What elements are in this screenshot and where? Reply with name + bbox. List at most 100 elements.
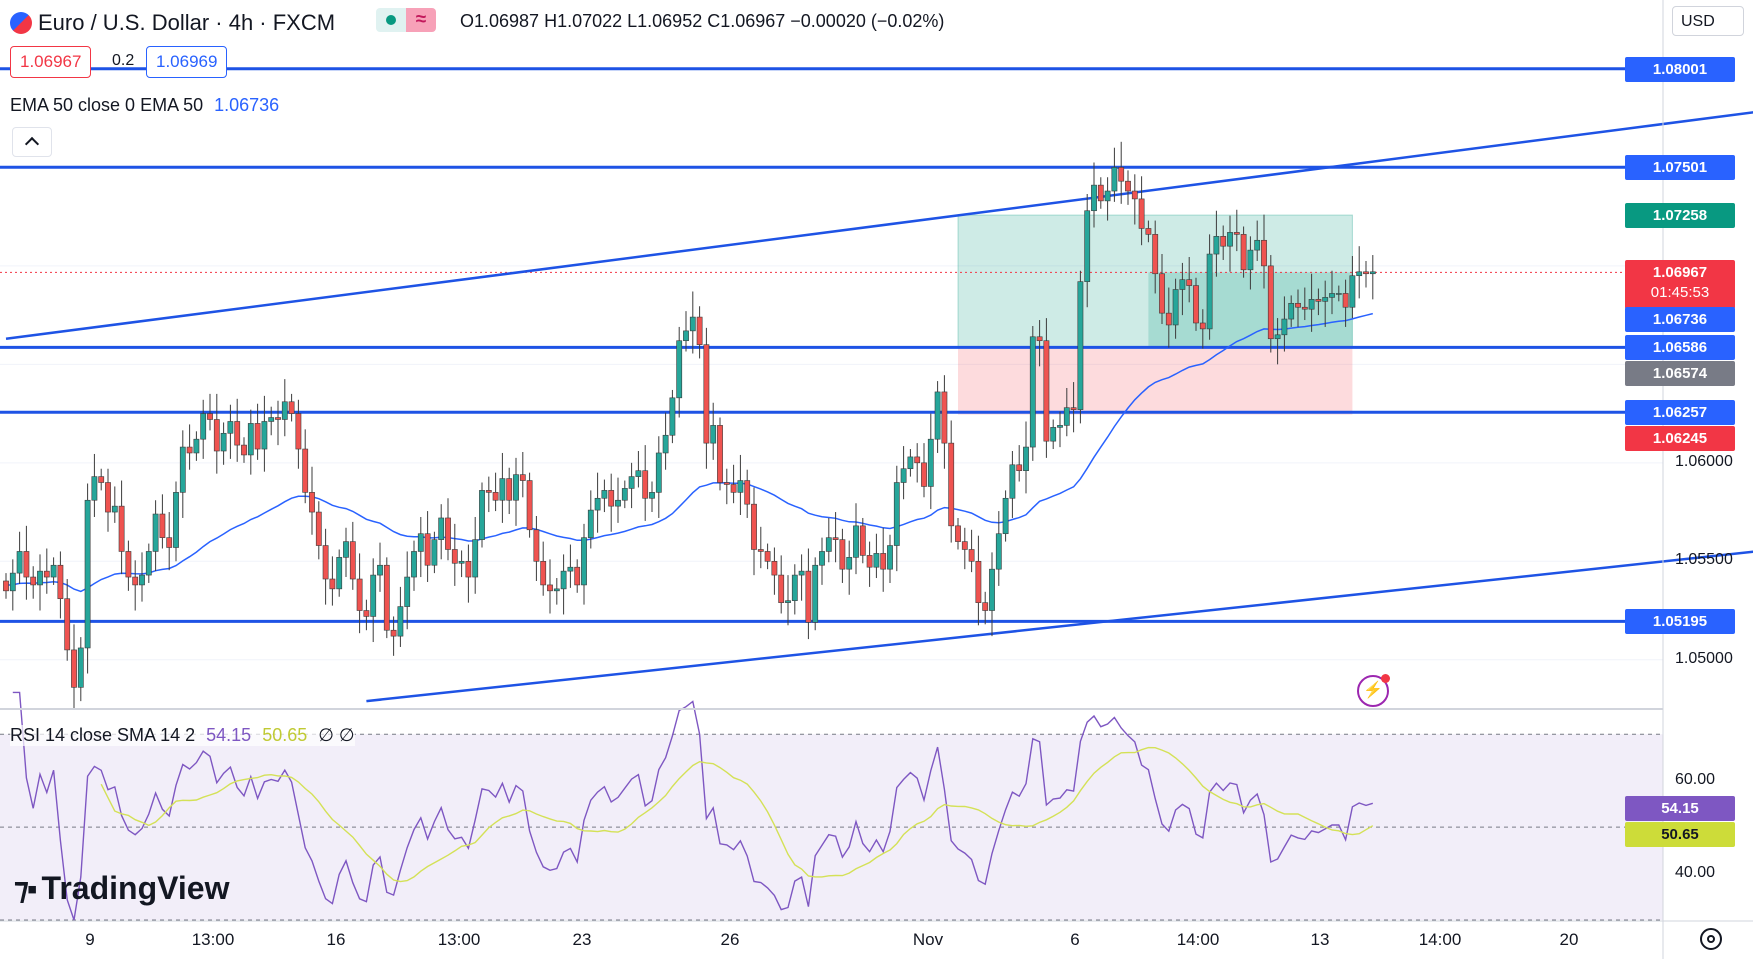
candle-body — [513, 474, 519, 501]
rsi-tick-label: 40.00 — [1675, 863, 1716, 881]
ema-line — [5, 312, 1373, 593]
candle-body — [812, 564, 819, 623]
price-tag: 1.05195 — [1625, 609, 1735, 635]
rsi-sma-line — [100, 746, 1374, 883]
candle-body — [1240, 234, 1247, 271]
ask-button[interactable]: 1.06969 — [146, 46, 228, 78]
status-badges[interactable]: ≈ — [376, 8, 436, 32]
candle-body — [105, 482, 111, 513]
candle-body — [1077, 281, 1084, 410]
candle-body — [383, 564, 390, 631]
candle-body — [241, 444, 247, 456]
candle-body — [179, 446, 186, 493]
candle-body — [200, 413, 207, 440]
bid-button[interactable]: 1.06967 — [10, 46, 92, 78]
collapse-legend-button[interactable] — [12, 127, 52, 157]
candle-body — [118, 505, 125, 552]
candle-body — [757, 549, 764, 552]
candle-body — [1220, 236, 1227, 247]
loss-zone — [958, 347, 1353, 415]
candle-body — [16, 551, 23, 574]
candle-body — [506, 478, 513, 501]
candle-body — [329, 578, 336, 590]
candle-body — [1206, 253, 1213, 330]
candle-body — [683, 330, 689, 342]
candle-body — [343, 541, 349, 558]
candle-body — [227, 421, 234, 434]
rsi-value: 54.15 — [206, 725, 252, 745]
candle-body — [411, 551, 417, 578]
candle-body — [791, 574, 798, 601]
candle-body — [472, 539, 479, 578]
candle-body — [64, 598, 71, 651]
rsi-legend[interactable]: RSI 14 close SMA 14 2 54.15 50.65 ∅ ∅ — [10, 725, 355, 746]
candle-body — [1091, 184, 1097, 212]
candle-body — [1104, 190, 1111, 202]
candle-body — [424, 533, 431, 566]
candle-body — [1356, 271, 1363, 277]
candle-body — [710, 425, 717, 444]
candle-body — [615, 499, 621, 507]
candle-body — [1131, 190, 1138, 200]
candle-body — [1063, 407, 1070, 426]
tradingview-logo[interactable]: ⁊▪ TradingView — [14, 870, 229, 907]
time-tick-label: 9 — [85, 930, 95, 949]
candle-body — [173, 492, 179, 548]
candle-body — [975, 560, 982, 603]
candle-body — [982, 602, 989, 611]
time-tick-label: Nov — [912, 930, 944, 949]
candle-body — [397, 606, 404, 637]
candle-body — [1315, 299, 1322, 302]
candle-body — [50, 564, 57, 578]
candle-body — [302, 448, 309, 493]
candle-body — [1084, 210, 1091, 282]
ema-label: EMA 50 close 0 EMA 50 — [10, 95, 204, 115]
candle-body — [1050, 427, 1057, 442]
candle-body — [696, 316, 703, 345]
candle-body — [1335, 293, 1342, 295]
candle-body — [989, 568, 995, 611]
currency-label: USD — [1681, 13, 1715, 30]
candle-body — [1097, 184, 1104, 202]
chevron-up-icon — [24, 136, 40, 152]
candle-body — [934, 391, 941, 440]
candle-body — [880, 553, 887, 570]
candle-body — [1288, 302, 1295, 320]
currency-selector[interactable]: USD — [1672, 6, 1744, 36]
price-tick-label: 1.05500 — [1675, 551, 1733, 569]
candle-body — [540, 560, 547, 586]
candle-body — [873, 553, 880, 568]
candle-body — [669, 397, 676, 436]
price-tick-label: 1.05000 — [1675, 649, 1733, 667]
candle-body — [30, 576, 37, 586]
price-tag-value: 1.05195 — [1652, 613, 1708, 631]
ema-legend[interactable]: EMA 50 close 0 EMA 50 1.06736 — [10, 95, 279, 116]
candle-body — [574, 566, 581, 586]
candle-body — [349, 541, 356, 580]
candle-body — [57, 564, 64, 600]
candle-body — [1254, 239, 1261, 251]
lightning-alert-icon[interactable]: ⚡ — [1357, 674, 1390, 707]
tv-logo-icon: ⁊▪ — [14, 873, 38, 906]
symbol-header[interactable]: Euro / U.S. Dollar · 4h · FXCM — [10, 10, 335, 36]
candle-body — [927, 438, 934, 487]
rsi-price-tag: 50.65 — [1625, 821, 1735, 847]
time-tick-label: 6 — [1070, 930, 1080, 949]
candle-body — [485, 490, 492, 493]
candle-body — [1267, 265, 1274, 340]
ema-value: 1.06736 — [214, 95, 280, 115]
price-tag-value: 1.06967 — [1652, 264, 1708, 282]
candle-body — [451, 549, 458, 564]
candle-body — [744, 480, 751, 505]
candle-body — [519, 474, 526, 481]
settings-icon[interactable] — [1700, 928, 1722, 950]
candle-body — [608, 490, 615, 507]
candle-body — [465, 560, 472, 578]
brand-name: TradingView — [41, 870, 230, 906]
candle-body — [533, 529, 540, 562]
candle-body — [649, 492, 655, 499]
rsi-label: RSI 14 close SMA 14 2 — [10, 725, 196, 745]
candle-body — [1342, 293, 1349, 308]
position-tool — [0, 214, 1663, 415]
